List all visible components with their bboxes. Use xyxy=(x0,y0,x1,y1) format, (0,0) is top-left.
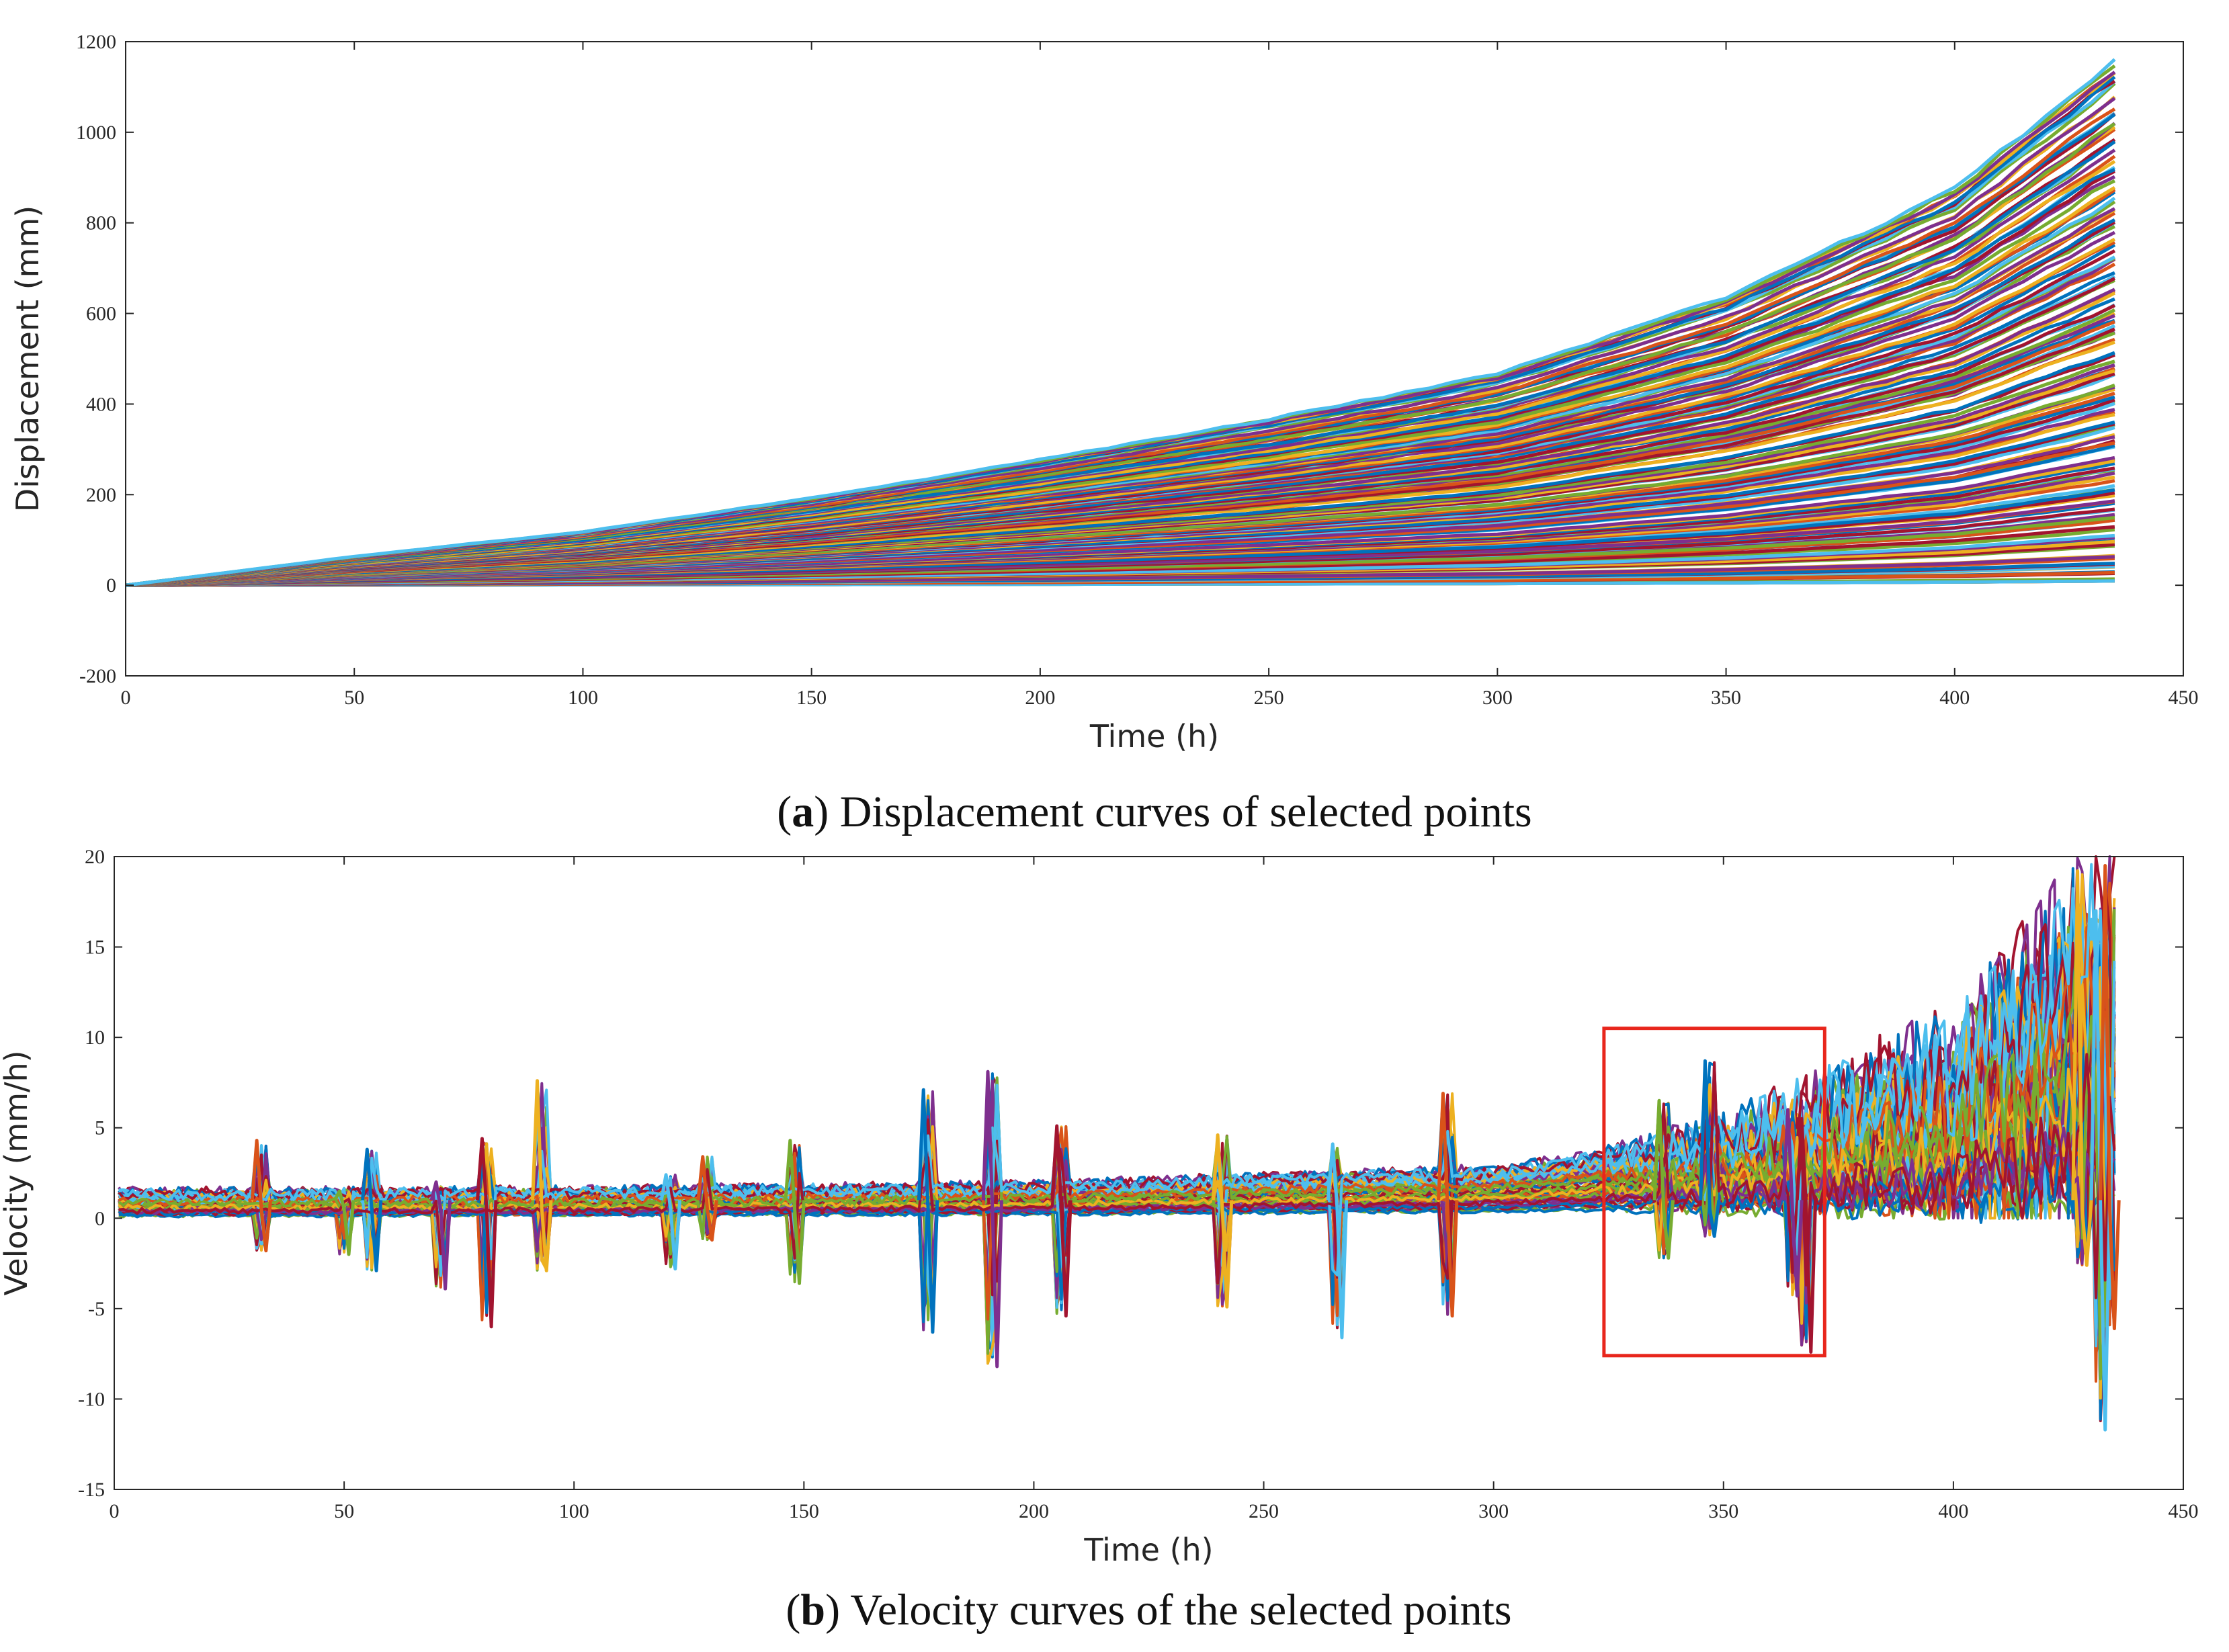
velocity-spike-line xyxy=(531,1079,553,1272)
x-tick-label: 0 xyxy=(110,1500,120,1522)
y-tick-label: -200 xyxy=(79,665,116,687)
velocity-spike-line xyxy=(1050,1124,1073,1318)
y-tick-label: 0 xyxy=(95,1207,105,1229)
x-tick-label: 400 xyxy=(1939,687,1970,709)
y-tick-label: 400 xyxy=(86,393,116,415)
y-tick-label: -5 xyxy=(88,1298,105,1320)
x-tick-label: 350 xyxy=(1708,1500,1738,1522)
displacement-axis-ticks: 0 50 100 150 200 250 300 350 400 450-200020040060… xyxy=(76,31,2199,709)
y-tick-label: 20 xyxy=(85,846,105,868)
velocity-spike-line xyxy=(1699,1059,1721,1238)
panel-b-caption-text: Velocity curves of the selected points xyxy=(850,1585,1511,1635)
velocity-spike-line xyxy=(1326,1142,1349,1340)
y-tick-label: 15 xyxy=(85,937,105,959)
panel-b-caption: (b) Velocity curves of the selected poin… xyxy=(786,1585,1511,1635)
velocity-spike-line xyxy=(2099,864,2121,1330)
displacement-series-line xyxy=(125,58,2116,587)
y-tick-label: 800 xyxy=(86,212,116,234)
velocity-spike-line xyxy=(1781,1108,1804,1298)
velocity-plot-frame xyxy=(114,856,2184,1490)
x-tick-label: 50 xyxy=(344,687,364,709)
displacement-chart: 0 50 100 150 200 250 300 350 400 450-200020040060… xyxy=(9,31,2199,836)
velocity-spike-line xyxy=(696,1155,718,1242)
velocity-x-axis-label: Time (h) xyxy=(1083,1532,1213,1568)
y-tick-label: 5 xyxy=(95,1117,105,1139)
displacement-series-group xyxy=(125,58,2116,587)
velocity-spike-line xyxy=(784,1139,806,1285)
velocity-spike-line xyxy=(2071,869,2093,1267)
displacement-x-axis-label: Time (h) xyxy=(1089,718,1219,754)
velocity-spike-line xyxy=(981,1070,1003,1368)
panel-a-caption-text: Displacement curves of selected points xyxy=(840,787,1532,836)
velocity-axis-ticks: 0 50 100 150 200 250 300 350 400 450 -15 -10 -5 0 5 10 1… xyxy=(78,846,2199,1522)
x-tick-label: 150 xyxy=(796,687,827,709)
y-tick-label: -15 xyxy=(78,1479,105,1501)
x-tick-label: 450 xyxy=(2169,1500,2199,1522)
velocity-series-line xyxy=(118,1001,2116,1346)
x-tick-label: 150 xyxy=(789,1500,819,1522)
velocity-spike-line xyxy=(429,1180,452,1291)
velocity-spike-line xyxy=(1437,1092,1459,1318)
y-tick-label: 1000 xyxy=(76,122,116,144)
velocity-spike-line xyxy=(361,1147,383,1272)
velocity-spike-line xyxy=(476,1137,498,1329)
y-tick-label: -10 xyxy=(78,1388,105,1410)
y-tick-label: 600 xyxy=(86,303,116,325)
x-tick-label: 0 xyxy=(121,687,131,709)
x-tick-label: 300 xyxy=(1478,1500,1509,1522)
velocity-y-axis-label: Velocity (mm/h) xyxy=(0,1050,34,1295)
x-tick-label: 450 xyxy=(2169,687,2199,709)
x-tick-label: 250 xyxy=(1254,687,1284,709)
velocity-spike-line xyxy=(2089,909,2111,1432)
velocity-spike-line xyxy=(917,1088,939,1334)
velocity-spike-line xyxy=(659,1173,682,1271)
velocity-spike-line xyxy=(1795,1117,1818,1354)
y-tick-label: 0 xyxy=(106,574,116,597)
x-tick-label: 100 xyxy=(559,1500,589,1522)
panel-a-caption: (a) Displacement curves of selected poin… xyxy=(777,787,1531,836)
velocity-spike-line xyxy=(1652,1098,1675,1260)
y-tick-label: 10 xyxy=(85,1027,105,1049)
velocity-spike-line xyxy=(250,1139,273,1253)
x-tick-label: 350 xyxy=(1711,687,1741,709)
panel-b-caption-letter: b xyxy=(800,1585,825,1635)
x-tick-label: 400 xyxy=(1938,1500,1968,1522)
velocity-series-line xyxy=(118,1053,2116,1317)
x-tick-label: 300 xyxy=(1482,687,1513,709)
y-tick-label: 200 xyxy=(86,484,116,506)
displacement-plot-frame xyxy=(125,41,2184,677)
x-tick-label: 100 xyxy=(568,687,598,709)
velocity-spike-line xyxy=(333,1189,355,1256)
velocity-series-line xyxy=(118,908,2116,1381)
velocity-series-group xyxy=(118,855,2121,1432)
displacement-y-axis-label: Displacement (mm) xyxy=(9,206,46,512)
y-tick-label: 1200 xyxy=(76,31,116,53)
highlight-box xyxy=(1602,1027,1826,1358)
velocity-series-line xyxy=(118,863,2116,1301)
velocity-spike-line xyxy=(1211,1133,1234,1309)
panel-a-caption-letter: a xyxy=(792,787,814,836)
x-tick-label: 200 xyxy=(1025,687,1055,709)
x-tick-label: 250 xyxy=(1249,1500,1279,1522)
velocity-chart: 0 50 100 150 200 250 300 350 400 450 -15 -10 -5 0 5 10 1… xyxy=(0,846,2199,1635)
x-tick-label: 200 xyxy=(1019,1500,1049,1522)
x-tick-label: 50 xyxy=(334,1500,354,1522)
